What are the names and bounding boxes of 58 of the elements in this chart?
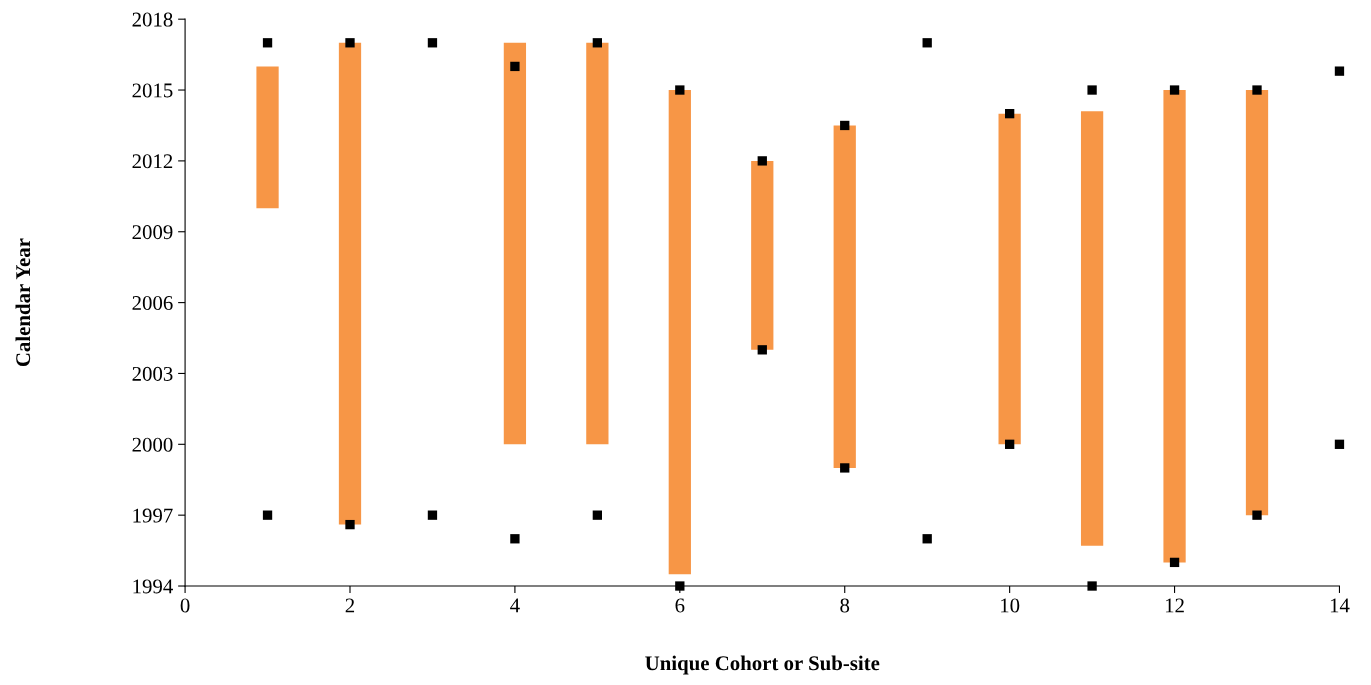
point	[262, 510, 273, 520]
point	[427, 510, 438, 520]
x-tick-label: 6	[675, 598, 685, 613]
point	[1169, 557, 1180, 568]
point	[922, 534, 932, 544]
y-tick-label: 2003	[132, 366, 173, 381]
y-tick-label: 2009	[132, 225, 173, 240]
x-tick-label: 4	[510, 598, 520, 613]
point	[757, 345, 767, 355]
point	[510, 534, 520, 544]
y-tick-label: 2000	[132, 437, 173, 452]
point	[510, 61, 520, 72]
x-tick-label: 2	[345, 598, 355, 613]
bar	[751, 160, 774, 350]
y-tick-label: 2012	[132, 154, 173, 169]
y-tick-label: 1994	[133, 579, 173, 594]
point	[1334, 439, 1345, 449]
point	[1087, 581, 1097, 591]
point	[840, 463, 850, 473]
point	[427, 38, 438, 48]
y-axis-title: Calendar Year	[15, 238, 31, 367]
bar	[1163, 90, 1186, 563]
bar	[998, 113, 1021, 445]
bar	[338, 42, 362, 525]
bar	[586, 42, 609, 445]
point	[592, 510, 603, 520]
point	[922, 38, 932, 48]
x-tick-label: 14	[1330, 598, 1350, 613]
x-axis-title: Unique Cohort or Sub-site	[645, 655, 880, 675]
y-tick-label: 2006	[132, 295, 173, 311]
point	[757, 156, 767, 166]
point	[840, 120, 850, 131]
y-tick-label: 1997	[133, 508, 173, 523]
y-tick-label: 2015	[132, 83, 173, 98]
y-tick-label: 2018	[132, 12, 173, 27]
point	[345, 519, 355, 530]
x-tick-label: 8	[840, 598, 850, 613]
point	[1004, 439, 1015, 449]
point	[1334, 66, 1345, 76]
bar	[1245, 90, 1269, 516]
x-tick-label: 0	[180, 598, 190, 613]
point	[262, 38, 273, 48]
x-tick-label: 12	[1165, 598, 1184, 613]
point	[1252, 85, 1262, 95]
point	[1087, 85, 1097, 95]
bar	[1080, 111, 1104, 546]
bar	[833, 125, 856, 468]
point	[592, 38, 603, 48]
point	[675, 85, 685, 95]
bar	[503, 42, 527, 445]
point	[1252, 510, 1262, 520]
x-tick-label: 10	[1001, 598, 1020, 613]
point	[1169, 85, 1180, 95]
point	[675, 581, 685, 591]
point	[345, 38, 355, 48]
bar	[668, 90, 691, 575]
bar	[256, 66, 279, 209]
point	[1004, 108, 1015, 119]
